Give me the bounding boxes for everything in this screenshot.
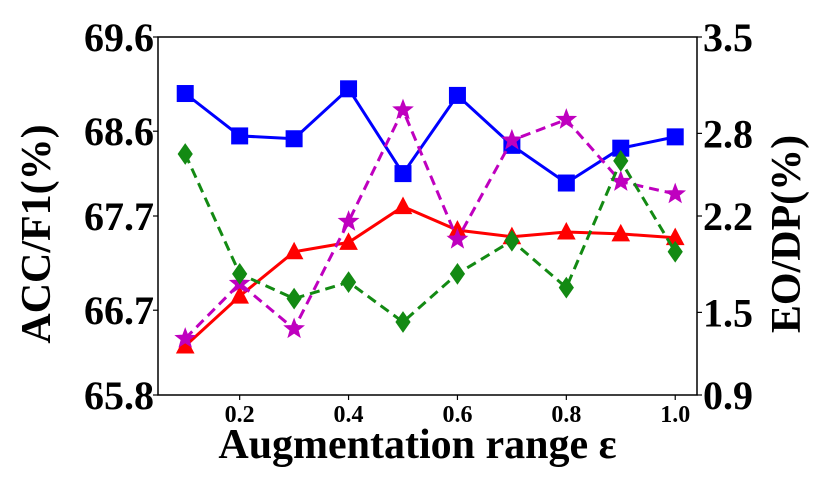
x-tick-label: 0.8 xyxy=(551,402,581,428)
x-tick-label: 0.2 xyxy=(225,402,255,428)
diamond-marker xyxy=(449,262,466,285)
star-marker xyxy=(174,327,197,348)
square-marker xyxy=(448,86,466,104)
y-left-tick-label: 68.6 xyxy=(84,109,154,154)
square-marker xyxy=(340,80,358,98)
star-marker xyxy=(446,227,469,249)
axes-layer: 0.2 0.4 0.6 0.8 1.0 65.8 66.7 67.7 68.6 69.6 0.9 1.… xyxy=(84,15,753,428)
y-left-tick-label: 67.7 xyxy=(84,194,154,239)
y-left-tick-label: 69.6 xyxy=(84,15,154,60)
diamond-marker xyxy=(232,262,248,285)
x-tick-label: 0.4 xyxy=(334,402,364,428)
series-line xyxy=(184,204,676,348)
star-marker xyxy=(337,210,360,231)
y-axis-title-right: EO/DP(%) xyxy=(764,135,810,333)
y-left-tick-label: 65.8 xyxy=(84,373,154,418)
y-right-tick-label: 2.8 xyxy=(703,111,753,156)
star-marker xyxy=(283,317,305,339)
square-marker xyxy=(666,128,684,146)
triangle-marker xyxy=(284,241,304,260)
square-marker xyxy=(176,85,194,103)
diamond-marker xyxy=(340,271,357,293)
x-tick-label: 1.0 xyxy=(660,402,690,428)
series-3 xyxy=(177,143,683,333)
diamond-marker xyxy=(504,229,520,252)
triangle-marker xyxy=(557,221,576,240)
series-line xyxy=(184,106,676,340)
y-axis-title-left: ACC/F1(%) xyxy=(14,124,60,343)
diamond-marker xyxy=(177,143,193,165)
square-marker xyxy=(394,165,412,183)
diamond-marker xyxy=(667,240,683,263)
star-marker xyxy=(555,108,578,129)
series-line xyxy=(183,153,677,324)
diamond-marker xyxy=(613,150,629,172)
diamond-marker xyxy=(286,287,302,310)
y-right-tick-label: 2.2 xyxy=(703,194,753,239)
y-left-tick-label: 66.7 xyxy=(84,288,154,333)
triangle-marker xyxy=(230,286,249,304)
square-marker xyxy=(231,127,249,145)
triangle-marker xyxy=(393,196,413,215)
star-marker xyxy=(392,98,414,120)
y-right-tick-label: 1.5 xyxy=(703,290,753,335)
square-marker xyxy=(285,130,303,148)
diamond-marker xyxy=(558,276,574,299)
x-tick-label: 0.6 xyxy=(442,402,472,428)
triangle-marker xyxy=(339,232,358,250)
series-line xyxy=(184,86,676,185)
diamond-marker xyxy=(395,311,411,333)
x-axis-title: Augmentation range ε xyxy=(218,422,616,468)
series-layer xyxy=(174,80,687,354)
y-right-tick-label: 3.5 xyxy=(703,15,753,60)
star-marker xyxy=(664,182,687,204)
square-marker xyxy=(557,174,575,192)
star-marker xyxy=(501,128,523,150)
series-0 xyxy=(176,80,684,192)
series-1 xyxy=(175,196,685,354)
triangle-marker xyxy=(611,223,631,242)
y-right-tick-label: 0.9 xyxy=(703,373,753,418)
